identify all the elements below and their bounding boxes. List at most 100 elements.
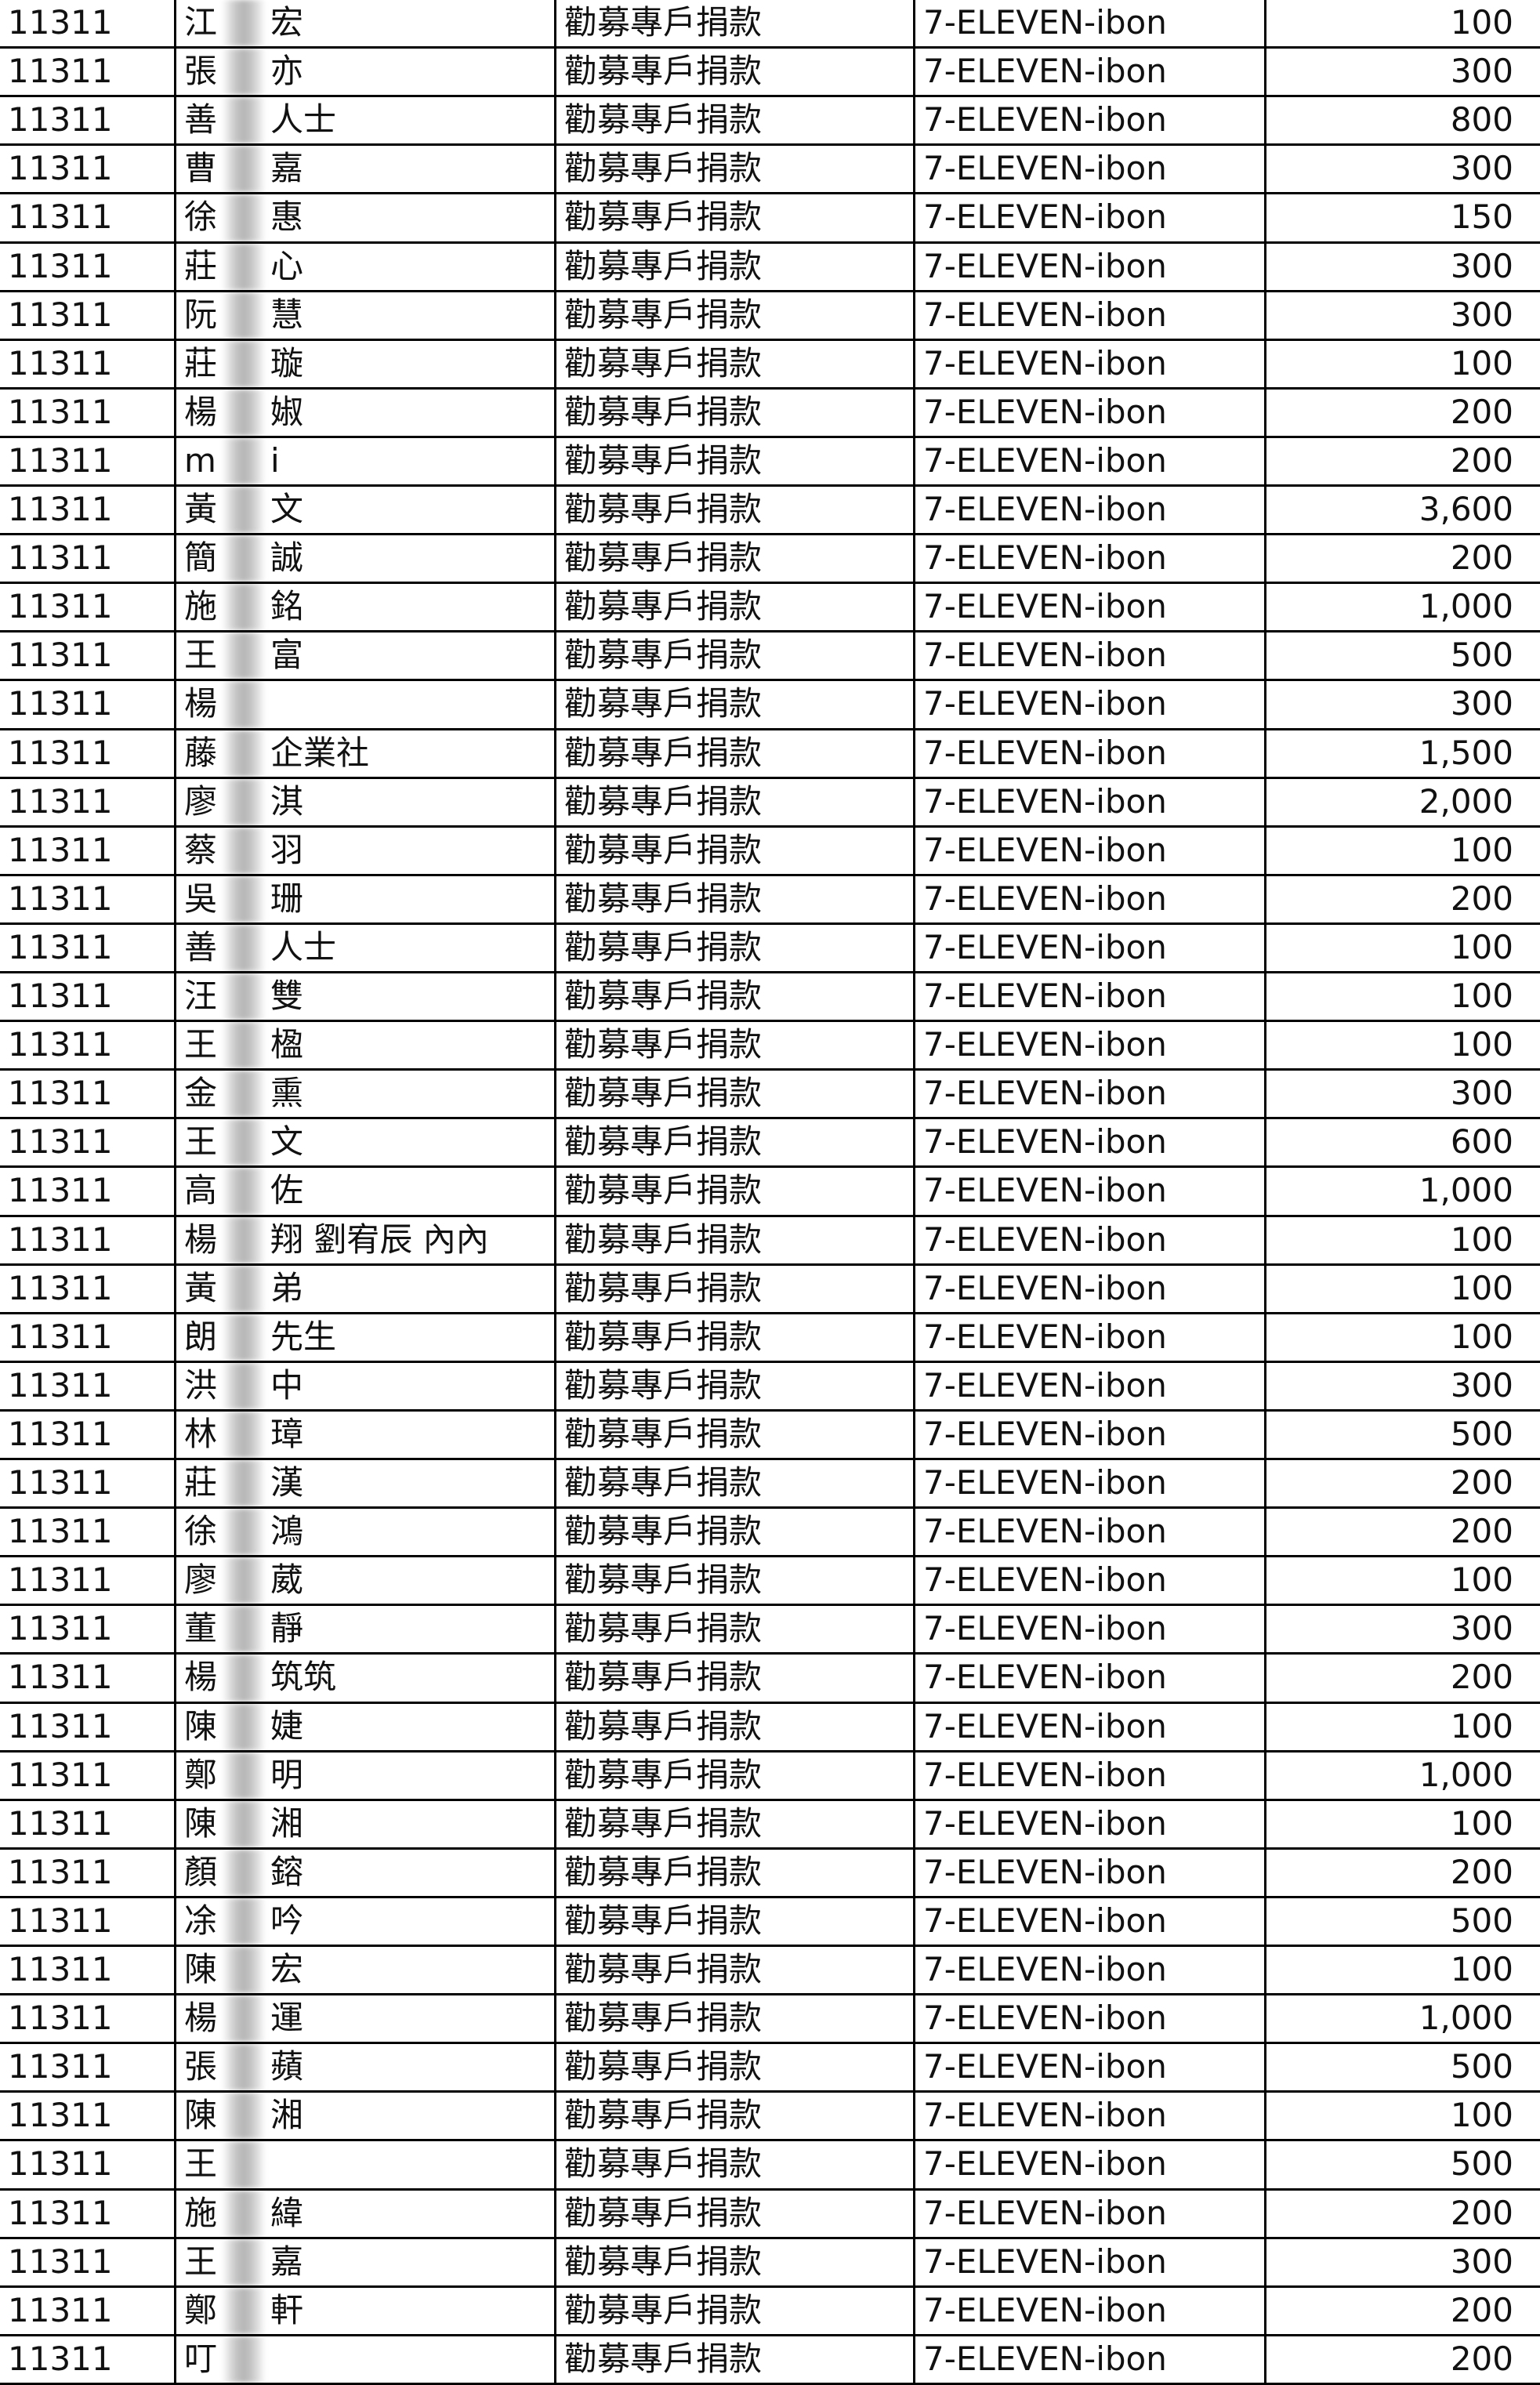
name-blur bbox=[222, 1557, 266, 1604]
name-cell: 廖葳 bbox=[176, 1557, 556, 1607]
name-rest: 葳 bbox=[270, 1560, 304, 1600]
name-first: 陳 bbox=[184, 1950, 218, 1989]
name-first: 陳 bbox=[184, 1706, 218, 1745]
name-blur bbox=[222, 2044, 266, 2091]
code-cell: 11311 bbox=[0, 487, 176, 536]
table-row: 11311 鄭明勸募專戶捐款 7-ELEVEN-ibon 1,000 bbox=[0, 1752, 1540, 1801]
table-row: 11311 善 人士 勸募專戶捐款 7-ELEVEN-ibon 100 bbox=[0, 924, 1540, 974]
name-first: 莊 bbox=[184, 343, 218, 382]
name-blur bbox=[222, 1168, 266, 1215]
amount-cell: 500 bbox=[1266, 2044, 1540, 2093]
name-rest: 湘 bbox=[270, 1803, 304, 1843]
type-cell: 勸募專戶捐款 bbox=[556, 146, 915, 195]
name-blur bbox=[222, 487, 266, 534]
name-cell: 善 人士 bbox=[176, 97, 556, 147]
table-row: 11311 王 勸募專戶捐款 7-ELEVEN-ibon 500 bbox=[0, 2141, 1540, 2191]
code-cell: 11311 bbox=[0, 924, 176, 974]
name-cell: 叮 bbox=[176, 2336, 556, 2385]
name-blur bbox=[222, 437, 266, 484]
channel-cell: 7-ELEVEN-ibon bbox=[915, 584, 1266, 633]
name-blur bbox=[222, 2287, 266, 2334]
type-cell: 勸募專戶捐款 bbox=[556, 584, 915, 633]
amount-cell: 200 bbox=[1266, 1460, 1540, 1510]
code-cell: 11311 bbox=[0, 1655, 176, 1704]
code-cell: 11311 bbox=[0, 681, 176, 730]
channel-cell: 7-ELEVEN-ibon bbox=[915, 681, 1266, 730]
code-cell: 11311 bbox=[0, 1411, 176, 1461]
name-rest: 銘 bbox=[270, 587, 304, 626]
amount-cell: 300 bbox=[1266, 244, 1540, 292]
name-rest: 熏 bbox=[270, 1074, 304, 1113]
channel-cell: 7-ELEVEN-ibon bbox=[915, 1752, 1266, 1801]
name-rest: 婌 bbox=[270, 392, 304, 431]
code-cell: 11311 bbox=[0, 0, 176, 49]
code-cell: 11311 bbox=[0, 1168, 176, 1217]
code-cell: 11311 bbox=[0, 1265, 176, 1314]
type-cell: 勸募專戶捐款 bbox=[556, 97, 915, 147]
channel-cell: 7-ELEVEN-ibon bbox=[915, 1655, 1266, 1704]
name-rest: 軒 bbox=[270, 2290, 304, 2329]
type-cell: 勸募專戶捐款 bbox=[556, 1314, 915, 1363]
name-blur bbox=[222, 1703, 266, 1750]
name-cell: 楊 bbox=[176, 681, 556, 730]
name-rest: 雙 bbox=[270, 977, 304, 1016]
amount-cell: 100 bbox=[1266, 1801, 1540, 1850]
channel-cell: 7-ELEVEN-ibon bbox=[915, 194, 1266, 244]
name-first: 阮 bbox=[184, 295, 218, 334]
code-cell: 11311 bbox=[0, 1947, 176, 1996]
name-cell: 陳湘 bbox=[176, 1800, 556, 1850]
table-row: 11311 洪中勸募專戶捐款 7-ELEVEN-ibon 300 bbox=[0, 1362, 1540, 1412]
amount-cell: 2,000 bbox=[1266, 779, 1540, 828]
type-cell: 勸募專戶捐款 bbox=[556, 1119, 915, 1169]
name-blur bbox=[222, 1995, 266, 2042]
name-first: 善 bbox=[184, 927, 218, 966]
name-rest: 蘋 bbox=[270, 2047, 304, 2086]
name-rest: 鎔 bbox=[270, 1852, 304, 1891]
name-cell: 莊璇 bbox=[176, 340, 556, 390]
name-first: 高 bbox=[184, 1171, 218, 1210]
name-blur bbox=[222, 827, 266, 874]
amount-cell: 600 bbox=[1266, 1119, 1540, 1169]
name-rest: 嘉 bbox=[270, 149, 304, 188]
table-row: 11311 陳湘勸募專戶捐款 7-ELEVEN-ibon 100 bbox=[0, 1800, 1540, 1850]
code-cell: 11311 bbox=[0, 292, 176, 341]
name-blur bbox=[222, 1022, 266, 1069]
name-rest: 心 bbox=[270, 246, 304, 285]
name-rest: 珊 bbox=[270, 879, 304, 918]
table-row: 11311 黃弟勸募專戶捐款 7-ELEVEN-ibon 100 bbox=[0, 1265, 1540, 1314]
table-row: 11311 楊運勸募專戶捐款 7-ELEVEN-ibon 1,000 bbox=[0, 1995, 1540, 2045]
name-blur bbox=[222, 632, 266, 680]
name-rest: 靜 bbox=[270, 1609, 304, 1648]
table-row: 11311 施銘勸募專戶捐款 7-ELEVEN-ibon 1,000 bbox=[0, 584, 1540, 633]
table-row: 11311 廖葳勸募專戶捐款 7-ELEVEN-ibon 100 bbox=[0, 1557, 1540, 1607]
table-row: 11311 顏鎔勸募專戶捐款 7-ELEVEN-ibon 200 bbox=[0, 1849, 1540, 1898]
name-first: 王 bbox=[184, 2242, 218, 2281]
type-cell: 勸募專戶捐款 bbox=[556, 2044, 915, 2093]
channel-cell: 7-ELEVEN-ibon bbox=[915, 1606, 1266, 1655]
name-first: 蔡 bbox=[184, 830, 218, 869]
table-row: 11311 張亦勸募專戶捐款 7-ELEVEN-ibon 300 bbox=[0, 49, 1540, 98]
table-row: 11311 吳珊勸募專戶捐款 7-ELEVEN-ibon 200 bbox=[0, 875, 1540, 925]
amount-cell: 200 bbox=[1266, 876, 1540, 925]
type-cell: 勸募專戶捐款 bbox=[556, 1362, 915, 1412]
name-cell: 楊運 bbox=[176, 1995, 556, 2045]
name-blur bbox=[222, 340, 266, 387]
type-cell: 勸募專戶捐款 bbox=[556, 778, 915, 828]
name-cell: 林璋 bbox=[176, 1411, 556, 1461]
table-row: 11311 徐鴻勸募專戶捐款 7-ELEVEN-ibon 200 bbox=[0, 1509, 1540, 1558]
amount-cell: 200 bbox=[1266, 2191, 1540, 2239]
name-first: 廖 bbox=[184, 1560, 218, 1600]
name-first: 楊 bbox=[184, 392, 218, 431]
table-row: 11311 凃吟勸募專戶捐款 7-ELEVEN-ibon 500 bbox=[0, 1897, 1540, 1948]
name-cell: 陳宏 bbox=[176, 1947, 556, 1996]
code-cell: 11311 bbox=[0, 2238, 176, 2288]
name-cell: 洪中 bbox=[176, 1362, 556, 1412]
table-row: 11311 叮 勸募專戶捐款 7-ELEVEN-ibon 200 bbox=[0, 2336, 1540, 2385]
type-cell: 勸募專戶捐款 bbox=[556, 389, 915, 438]
amount-cell: 300 bbox=[1266, 49, 1540, 98]
table-row: 11311 簡誠勸募專戶捐款 7-ELEVEN-ibon 200 bbox=[0, 535, 1540, 585]
amount-cell: 300 bbox=[1266, 681, 1540, 730]
name-cell: 王富 bbox=[176, 632, 556, 682]
type-cell: 勸募專戶捐款 bbox=[556, 1168, 915, 1217]
